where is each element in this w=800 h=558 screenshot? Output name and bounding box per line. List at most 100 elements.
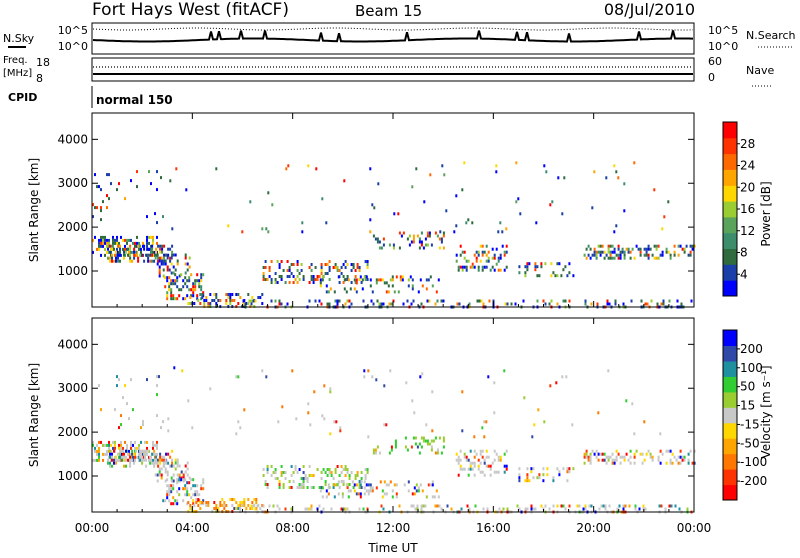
scatter-cell [202,273,205,277]
scatter-cell [536,476,539,480]
scatter-cell [186,461,189,465]
scatter-cell [615,253,618,257]
scatter-cell [307,411,310,415]
scatter-cell [339,426,342,430]
scatter-cell [196,273,199,277]
scatter-cell [127,247,129,251]
scatter-cell [657,455,660,459]
scatter-cell [618,504,621,508]
scatter-cell [385,281,388,285]
scatter-cell [111,259,113,263]
scatter-cell [120,414,122,418]
scatter-cell [272,471,275,474]
scatter-cell [397,212,400,216]
scatter-cell [505,449,508,453]
scatter-cell [363,486,366,490]
scatter-cell [338,486,341,489]
scatter-cell [611,458,614,462]
scatter-cell [336,465,339,468]
scatter-cell [535,221,538,225]
scatter-cell [149,461,152,465]
scatter-cell [322,468,325,471]
scatter-cell [284,281,287,284]
scatter-cell [443,173,446,177]
scatter-cell [106,244,108,248]
nsearch-tick-top: 10^5 [708,24,738,37]
scatter-cell [450,507,453,511]
scatter-cell [468,507,471,511]
scatter-cell [366,263,369,266]
scatter-cell [467,218,470,222]
scatter-cell [417,489,420,493]
scatter-cell [387,290,390,294]
scatter-cell [200,273,203,277]
scatter-cell [413,486,416,490]
scatter-cell [587,458,590,462]
scatter-cell [366,266,369,269]
scatter-cell [243,501,246,504]
scatter-cell [460,507,463,511]
scatter-cell [194,493,197,497]
scatter-cell [114,241,116,245]
scatter-cell [440,237,443,241]
scatter-cell [136,170,138,174]
scatter-cell [143,247,146,251]
scatter-cell [585,452,588,456]
scatter-cell [440,507,443,511]
scatter-cell [221,504,224,507]
scatter-cell [312,486,315,489]
scatter-cell [172,271,175,275]
scatter-cell [113,449,115,453]
scatter-cell [617,452,620,456]
scatter-cell [340,480,343,483]
scatter-cell [536,265,539,269]
scatter-cell [388,302,391,306]
scatter-cell [359,492,362,496]
scatter-cell [196,490,199,494]
scatter-cell [141,455,144,459]
scatter-cell [119,253,121,257]
scatter-cell [471,221,474,225]
scatter-cell [140,426,142,430]
scatter-cell [505,244,508,248]
scatter-cell [184,262,187,266]
scatter-cell [409,275,412,279]
scatter-cell [627,250,630,254]
scatter-cell [518,271,521,275]
scatter-cell [98,241,100,245]
scatter-cell [169,179,172,183]
scatter-cell [306,486,309,489]
scatter-cell [292,263,295,266]
scatter-cell [425,423,428,427]
scatter-cell [106,452,108,456]
scatter-cell [655,247,658,251]
scatter-cell [112,440,114,444]
scatter-cell [385,492,388,496]
scatter-cell [526,467,529,471]
scatter-cell [677,455,680,459]
scatter-cell [327,483,330,487]
scatter-cell [481,268,484,272]
scatter-cell [489,467,492,471]
scatter-cell [265,227,268,231]
scatter-cell [118,446,120,450]
scatter-cell [182,297,185,301]
scatter-cell [316,278,319,281]
scatter-cell [564,507,567,511]
scatter-cell [633,432,636,436]
scatter-cell [174,282,177,286]
scatter-cell [150,247,152,251]
scatter-cell [587,253,590,257]
scatter-cell [145,458,148,462]
colorbar-segment [723,137,737,155]
scatter-cell [562,268,565,272]
scatter-cell [124,247,126,251]
scatter-cell [367,435,370,439]
scatter-cell [346,275,349,278]
scatter-cell [676,299,679,303]
scatter-cell [127,452,129,456]
scatter-cell [300,486,303,489]
scatter-cell [435,489,438,493]
scatter-cell [400,234,403,238]
